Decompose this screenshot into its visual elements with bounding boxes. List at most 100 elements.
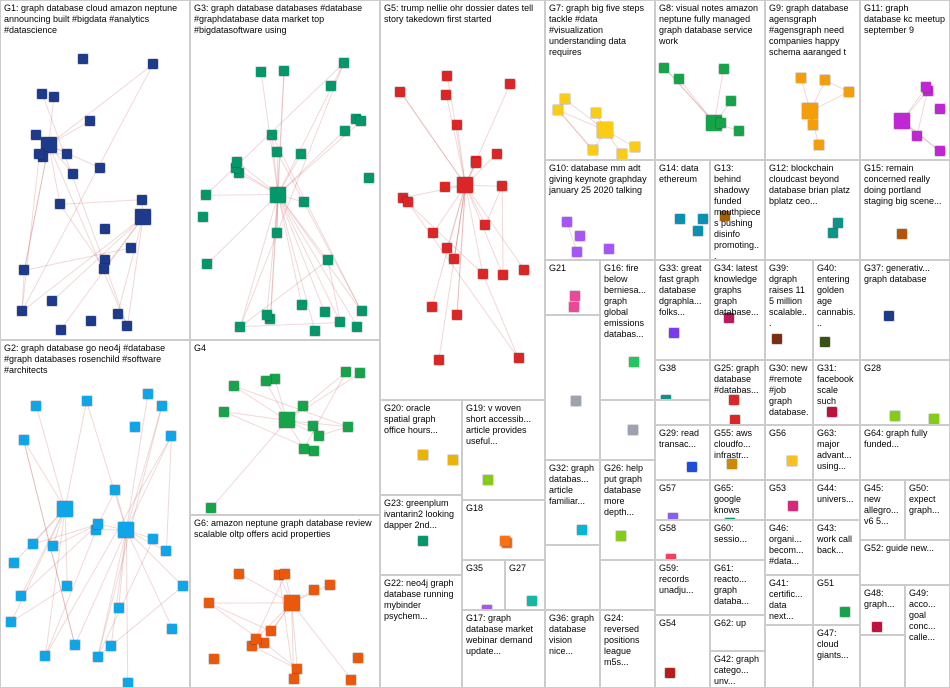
network-node bbox=[99, 264, 109, 274]
panel-g12: G12: blockchain cloudcast beyond databas… bbox=[765, 160, 860, 260]
network-node bbox=[118, 522, 134, 538]
panel-g10: G10: database mm adt giving keynote grap… bbox=[545, 160, 655, 260]
network-node bbox=[687, 462, 697, 472]
network-node bbox=[604, 244, 614, 254]
network-node bbox=[326, 81, 336, 91]
panel-label: G11: graph database kc meetup september … bbox=[861, 1, 949, 38]
panel-g45: G45: new allegro... v6 5... bbox=[860, 480, 905, 540]
panel-label: G56 bbox=[766, 426, 812, 441]
panel-label: G10: database mm adt giving keynote grap… bbox=[546, 161, 654, 198]
network-node bbox=[235, 322, 245, 332]
panel-label: G34: latest knowledge graphs graph datab… bbox=[711, 261, 764, 320]
network-node bbox=[143, 389, 153, 399]
network-node bbox=[434, 355, 444, 365]
panel-label: G3: graph database databases #database #… bbox=[191, 1, 379, 38]
network-node bbox=[471, 158, 481, 168]
network-node bbox=[772, 334, 782, 344]
network-node bbox=[85, 116, 95, 126]
network-node bbox=[161, 546, 171, 556]
panel-g11: G11: graph database kc meetup september … bbox=[860, 0, 950, 160]
network-node bbox=[309, 446, 319, 456]
panel-g21: G21 bbox=[545, 260, 600, 315]
network-node bbox=[62, 581, 72, 591]
network-node bbox=[514, 353, 524, 363]
network-node bbox=[674, 74, 684, 84]
network-node bbox=[395, 87, 405, 97]
network-node bbox=[418, 450, 428, 460]
network-node bbox=[787, 456, 797, 466]
panel-label: G38 bbox=[656, 361, 709, 376]
panel-label: G18 bbox=[463, 501, 544, 516]
panel-g35: G35 bbox=[462, 560, 505, 610]
panel-gblank5 bbox=[655, 400, 710, 425]
panel-g58: G58 bbox=[655, 520, 710, 560]
panel-label: G30: new #remote #job graph database... bbox=[766, 361, 812, 425]
network-node bbox=[808, 120, 818, 130]
network-node bbox=[19, 435, 29, 445]
network-node bbox=[840, 607, 850, 617]
network-node bbox=[884, 311, 894, 321]
panel-label: G5: trump nellie ohr dossier dates tell … bbox=[381, 1, 544, 27]
panel-label: G12: blockchain cloudcast beyond databas… bbox=[766, 161, 859, 209]
network-node bbox=[442, 243, 452, 253]
panel-g51: G51 bbox=[813, 575, 860, 625]
network-node bbox=[9, 558, 19, 568]
panel-g44: G44: univers... bbox=[813, 480, 860, 520]
network-node bbox=[719, 64, 729, 74]
panel-label: G54 bbox=[656, 616, 709, 631]
network-node bbox=[130, 422, 140, 432]
network-node bbox=[201, 190, 211, 200]
network-node bbox=[492, 149, 502, 159]
treemap-grid: G1: graph database cloud amazon neptune … bbox=[0, 0, 950, 688]
panel-g39: G39: dgraph raises 11 5 million scalable… bbox=[765, 260, 813, 360]
network-node bbox=[166, 431, 176, 441]
network-node bbox=[577, 525, 587, 535]
panel-label: G60: sessio... bbox=[711, 521, 764, 547]
network-node bbox=[100, 224, 110, 234]
network-node bbox=[55, 199, 65, 209]
panel-g59: G59: records unadju... bbox=[655, 560, 710, 615]
network-node bbox=[178, 581, 188, 591]
network-node bbox=[630, 142, 640, 152]
network-node bbox=[428, 228, 438, 238]
network-node bbox=[698, 214, 708, 224]
panel-label: G41: certific... data next... bbox=[766, 576, 812, 624]
panel-g47: G47: cloud giants... bbox=[813, 625, 860, 688]
panel-label: G14: data ethereum bbox=[656, 161, 709, 187]
panel-g48: G48: graph... bbox=[860, 585, 905, 635]
network-node bbox=[325, 580, 335, 590]
network-node bbox=[872, 622, 882, 632]
network-node bbox=[309, 585, 319, 595]
panel-label: G35 bbox=[463, 561, 504, 576]
network-node bbox=[204, 598, 214, 608]
network-node bbox=[571, 396, 581, 406]
panel-label: G22: neo4j graph database running mybind… bbox=[381, 576, 461, 624]
network-node bbox=[616, 531, 626, 541]
network-node bbox=[449, 254, 459, 264]
panel-g29: G29: read transac... bbox=[655, 425, 710, 480]
network-node bbox=[284, 595, 300, 611]
panel-gblank3 bbox=[600, 400, 655, 460]
network-node bbox=[341, 367, 351, 377]
network-node bbox=[935, 146, 945, 156]
panel-g19: G19: v woven short accessib... article p… bbox=[462, 400, 545, 500]
network-node bbox=[219, 407, 229, 417]
panel-g34: G34: latest knowledge graphs graph datab… bbox=[710, 260, 765, 360]
panel-label: G26: help put graph database more depth.… bbox=[601, 461, 654, 520]
network-node bbox=[569, 302, 579, 312]
network-node bbox=[78, 54, 88, 64]
panel-g13: G13: behind shadowy funded mouthpieces p… bbox=[710, 160, 765, 260]
network-node bbox=[279, 412, 295, 428]
panel-g3: G3: graph database databases #database #… bbox=[190, 0, 380, 340]
panel-g14: G14: data ethereum bbox=[655, 160, 710, 260]
network-node bbox=[270, 187, 286, 203]
network-node bbox=[114, 603, 124, 613]
network-node bbox=[267, 130, 277, 140]
network-node bbox=[442, 71, 452, 81]
network-node bbox=[6, 617, 16, 627]
panel-g1: G1: graph database cloud amazon neptune … bbox=[0, 0, 190, 340]
network-node bbox=[675, 214, 685, 224]
panel-g18: G18 bbox=[462, 500, 545, 560]
network-node bbox=[62, 149, 72, 159]
network-node bbox=[527, 596, 537, 606]
